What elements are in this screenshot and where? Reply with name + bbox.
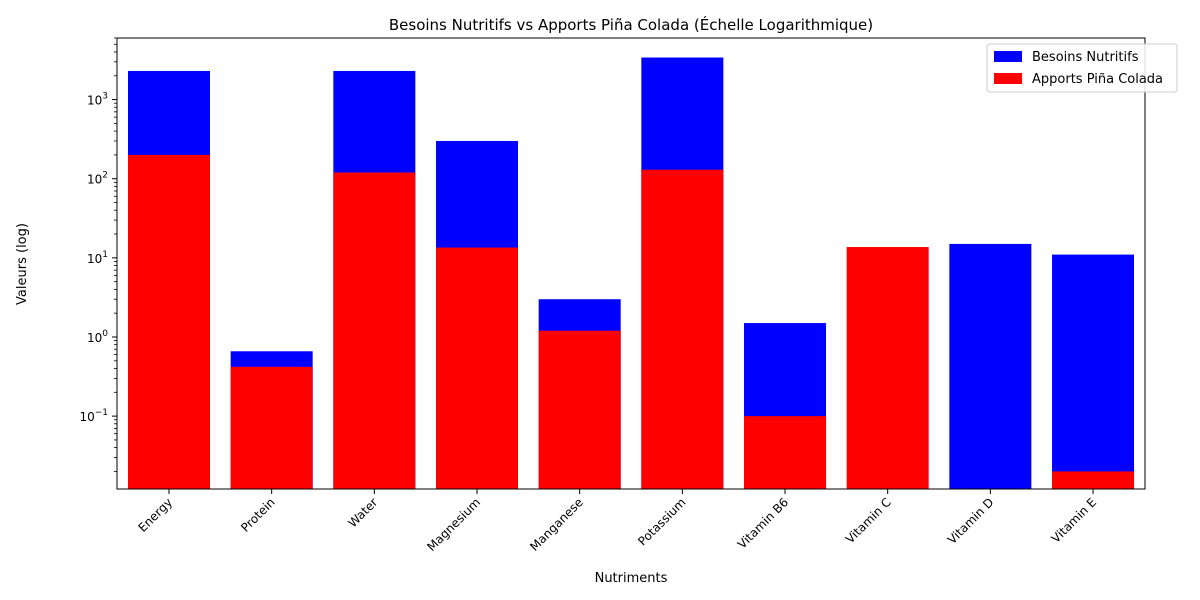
x-axis-title: Nutriments bbox=[595, 571, 668, 586]
legend-frame bbox=[986, 43, 1178, 93]
x-tick-label-vitamin-b6: Vitamin B6 bbox=[735, 495, 791, 551]
bar-apports-water bbox=[333, 172, 416, 489]
bar-apports-protein bbox=[230, 366, 313, 489]
x-tick-label-vitamin-c: Vitamin C bbox=[843, 495, 894, 546]
x-tick-label-water: Water bbox=[345, 495, 380, 530]
bar-apports-vitamin-c bbox=[846, 247, 929, 489]
x-tick-label-potassium: Potassium bbox=[635, 495, 688, 548]
legend: Besoins Nutritifs Apports Piña Colada bbox=[986, 43, 1178, 93]
legend-label-besoins: Besoins Nutritifs bbox=[1032, 50, 1139, 65]
y-tick-label: 100 bbox=[87, 329, 108, 345]
x-tick-label-magnesium: Magnesium bbox=[424, 495, 483, 554]
plot-frame bbox=[116, 37, 1146, 490]
x-tick-label-energy: Energy bbox=[136, 495, 176, 535]
legend-label-apports: Apports Piña Colada bbox=[1032, 72, 1163, 87]
chart-title: Besoins Nutritifs vs Apports Piña Colada… bbox=[389, 15, 873, 34]
bar-besoins-vitamin-d bbox=[949, 243, 1032, 489]
y-axis-title: Valeurs (log) bbox=[15, 223, 30, 305]
y-axis: 10−1 100 101 102 103 bbox=[79, 37, 117, 472]
bars-layer bbox=[128, 57, 1135, 490]
y-tick-label: 101 bbox=[87, 250, 108, 266]
x-tick-label-manganese: Manganese bbox=[527, 495, 586, 554]
x-tick-label-vitamin-d: Vitamin D bbox=[945, 495, 997, 547]
x-axis: Energy Protein Water Magnesium Manganese Pota… bbox=[136, 489, 1099, 554]
y-tick-label: 10−1 bbox=[79, 408, 108, 424]
bar-apports-potassium bbox=[641, 169, 724, 489]
bar-apports-manganese bbox=[538, 330, 621, 489]
bar-apports-vitamin-b6 bbox=[744, 416, 827, 489]
bar-besoins-vitamin-e bbox=[1052, 254, 1135, 489]
y-tick-label: 103 bbox=[87, 92, 108, 108]
legend-swatch-besoins bbox=[994, 51, 1022, 62]
x-tick-label-protein: Protein bbox=[238, 495, 278, 535]
x-tick-label-vitamin-e: Vitamin E bbox=[1049, 495, 1099, 545]
legend-swatch-apports bbox=[994, 73, 1022, 84]
y-tick-label: 102 bbox=[87, 171, 108, 187]
bar-apports-magnesium bbox=[436, 247, 519, 489]
bar-apports-energy bbox=[128, 154, 210, 489]
bar-apports-vitamin-e bbox=[1052, 471, 1135, 489]
